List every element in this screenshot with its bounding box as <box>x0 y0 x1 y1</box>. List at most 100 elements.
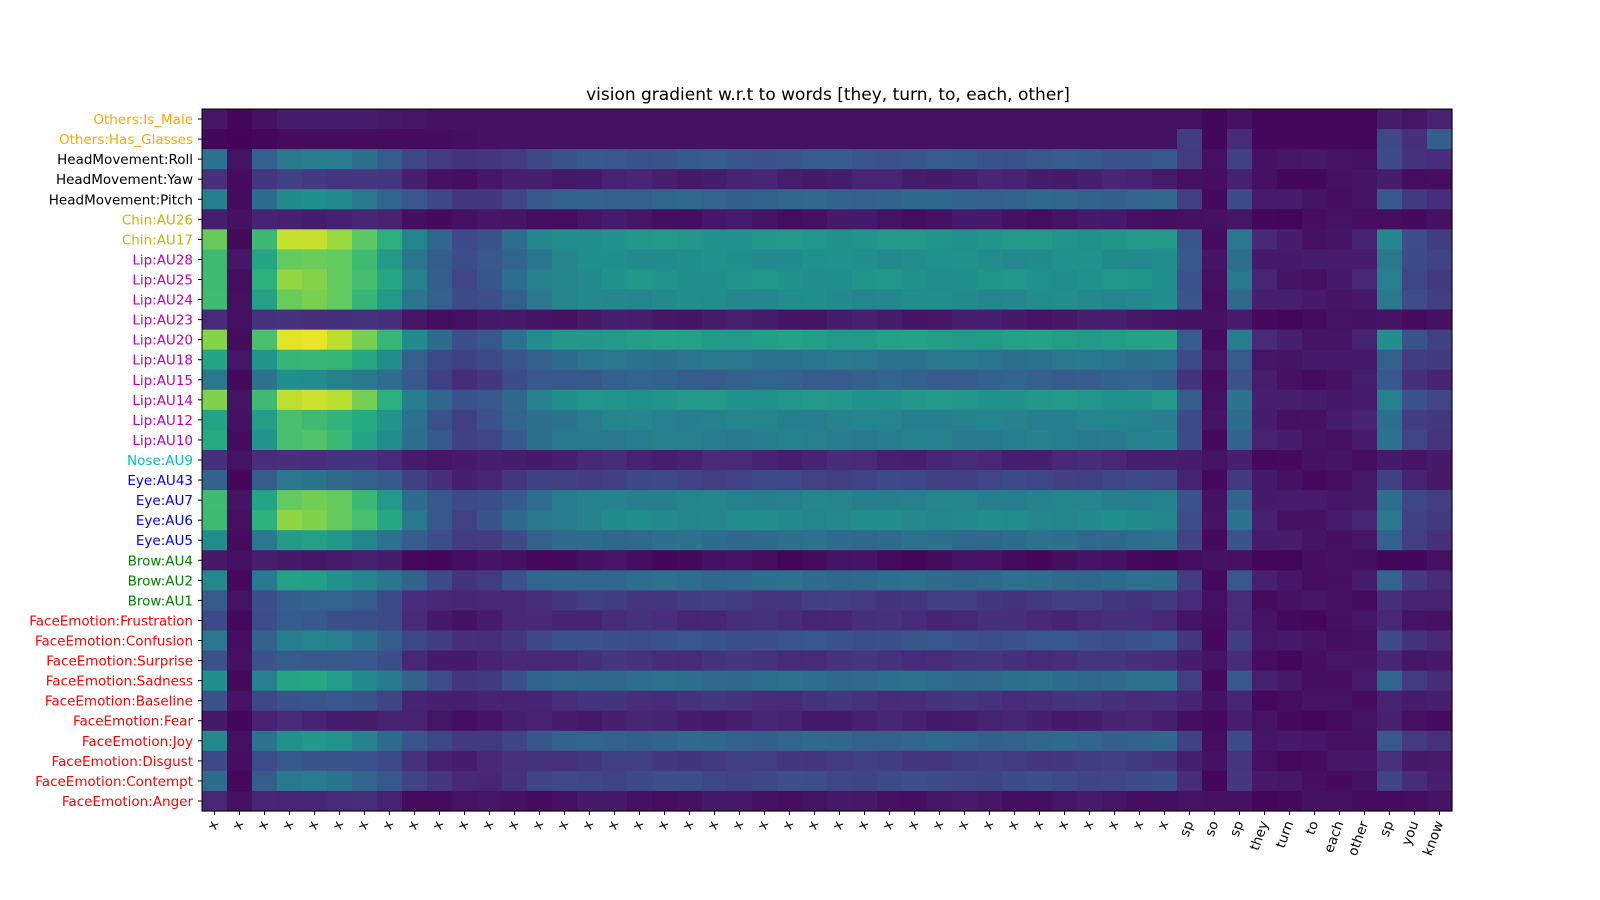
heatmap-cell <box>452 389 478 411</box>
heatmap-cell <box>502 510 528 531</box>
heatmap-cell <box>477 710 503 732</box>
heatmap-cell <box>527 630 553 652</box>
heatmap-cell <box>202 369 228 391</box>
heatmap-cell <box>327 710 353 732</box>
heatmap-cell <box>752 750 778 772</box>
y-tick-label: FaceEmotion:Frustration <box>29 613 193 629</box>
heatmap-cell <box>652 349 678 371</box>
heatmap-cell <box>502 590 528 612</box>
x-tick-label: you <box>1399 819 1423 848</box>
heatmap-cell <box>702 129 728 150</box>
heatmap-cell <box>277 570 303 591</box>
heatmap-cell <box>677 129 703 150</box>
heatmap-cell <box>927 570 953 591</box>
heatmap-cell <box>1227 610 1253 632</box>
heatmap-cell <box>352 289 378 311</box>
heatmap-cell <box>1152 389 1178 411</box>
heatmap-cell <box>1277 790 1303 812</box>
heatmap-cell <box>1177 429 1203 451</box>
heatmap-cell <box>1277 129 1303 150</box>
heatmap-cell <box>1377 510 1403 531</box>
heatmap-cell <box>1227 650 1253 672</box>
heatmap-cell <box>977 590 1003 612</box>
heatmap-cell <box>652 229 678 250</box>
heatmap-cell <box>827 249 853 271</box>
heatmap-cell <box>752 710 778 732</box>
heatmap-cell <box>827 630 853 652</box>
heatmap-cell <box>1202 710 1228 732</box>
heatmap-cell <box>1152 149 1178 170</box>
heatmap-cell <box>302 409 328 431</box>
heatmap-cell <box>977 349 1003 371</box>
heatmap-cell <box>1052 449 1078 471</box>
heatmap-cell <box>402 790 428 812</box>
heatmap-cell <box>352 389 378 411</box>
heatmap-cell <box>1277 690 1303 712</box>
heatmap-cell <box>1227 189 1253 210</box>
heatmap-cell <box>302 690 328 712</box>
heatmap-cell <box>1377 409 1403 431</box>
heatmap-cell <box>1277 670 1303 692</box>
heatmap-cell <box>752 269 778 291</box>
heatmap-cell <box>1102 189 1128 210</box>
heatmap-cell <box>752 149 778 170</box>
heatmap-cell <box>1227 349 1253 371</box>
heatmap-cell <box>302 429 328 451</box>
heatmap-cell <box>1177 710 1203 732</box>
heatmap-cell <box>802 710 828 732</box>
heatmap-cell <box>602 109 628 130</box>
heatmap-cell <box>1402 670 1428 692</box>
heatmap-cell <box>227 650 253 672</box>
heatmap-cell <box>352 129 378 150</box>
heatmap-cell <box>627 309 653 331</box>
heatmap-cell <box>452 289 478 311</box>
heatmap-cell <box>1027 550 1053 571</box>
heatmap-cell <box>977 229 1003 250</box>
heatmap-cell <box>1202 309 1228 331</box>
heatmap-cell <box>552 109 578 130</box>
heatmap-cell <box>427 169 453 190</box>
heatmap-cell <box>677 510 703 531</box>
heatmap-cell <box>402 610 428 632</box>
heatmap-cell <box>1002 229 1028 250</box>
heatmap-cell <box>1402 630 1428 652</box>
heatmap-cell <box>427 690 453 712</box>
heatmap-cell <box>277 429 303 451</box>
heatmap-cell <box>352 309 378 331</box>
heatmap-cell <box>752 530 778 551</box>
heatmap-cell <box>327 790 353 812</box>
heatmap-cell <box>902 750 928 772</box>
heatmap-cell <box>452 630 478 652</box>
heatmap-cell <box>627 449 653 471</box>
heatmap-cell <box>1177 249 1203 271</box>
heatmap-cell <box>302 349 328 371</box>
heatmap-cell <box>1327 269 1353 291</box>
heatmap-cell <box>1102 169 1128 190</box>
heatmap-cell <box>1152 429 1178 451</box>
heatmap-cell <box>652 329 678 351</box>
heatmap-cell <box>702 429 728 451</box>
heatmap-cell <box>402 189 428 210</box>
heatmap-cell <box>1427 750 1453 772</box>
heatmap-cell <box>1252 670 1278 692</box>
heatmap-cell <box>827 690 853 712</box>
heatmap-cell <box>377 449 403 471</box>
heatmap-cell <box>527 269 553 291</box>
heatmap-cell <box>202 249 228 271</box>
heatmap-cell <box>427 369 453 391</box>
heatmap-cell <box>802 530 828 551</box>
heatmap-cell <box>577 530 603 551</box>
heatmap-cell <box>977 429 1003 451</box>
heatmap-cell <box>1052 530 1078 551</box>
heatmap-cell <box>1052 730 1078 752</box>
heatmap-cell <box>577 409 603 431</box>
y-tick-label: Others:Is_Male <box>93 112 193 128</box>
heatmap-cell <box>1252 349 1278 371</box>
heatmap-cell <box>1252 309 1278 331</box>
heatmap-cell <box>452 470 478 491</box>
heatmap-cell <box>302 510 328 531</box>
heatmap-cell <box>752 690 778 712</box>
heatmap-cell <box>1402 329 1428 351</box>
heatmap-cell <box>202 289 228 311</box>
heatmap-cell <box>1427 770 1453 792</box>
